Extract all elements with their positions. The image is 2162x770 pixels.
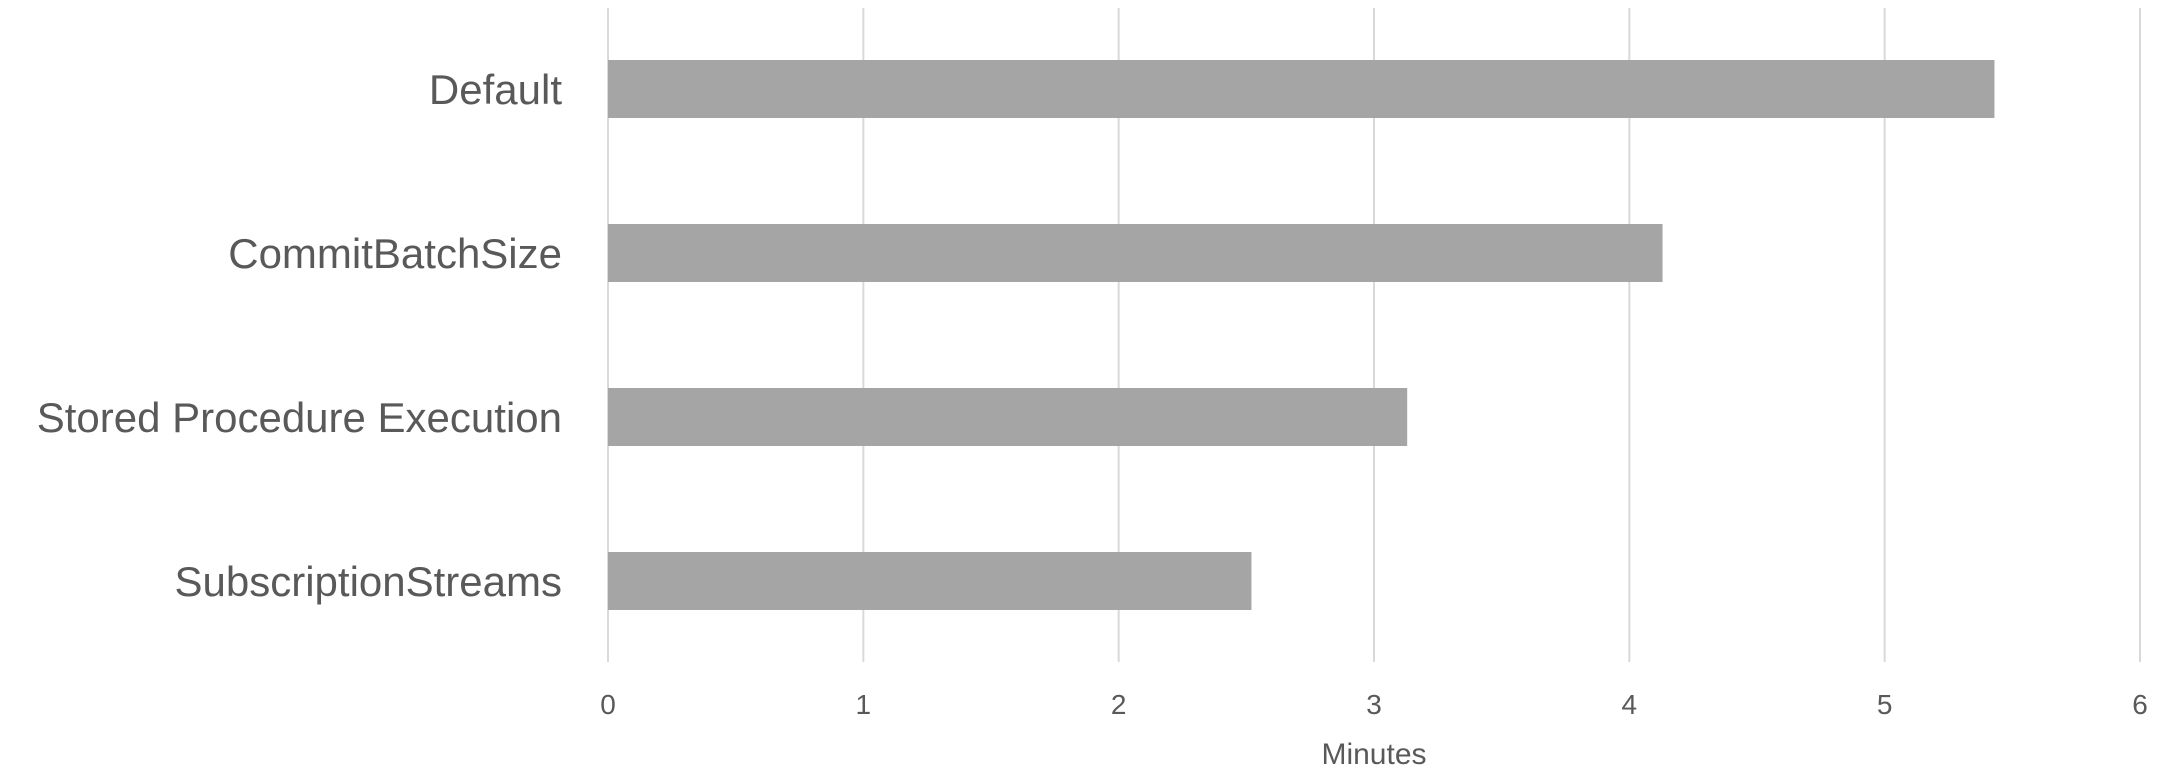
x-axis-tick-labels: 0 1 2 3 4 5 6 [600,689,2148,720]
category-label: Default [429,66,562,113]
x-tick-label: 0 [600,689,616,720]
category-label: Stored Procedure Execution [37,394,562,441]
bars [608,60,1995,610]
x-axis-title: Minutes [1321,738,1426,770]
bar-commitbatchsize [608,224,1663,282]
bar-subscriptionstreams [608,552,1252,610]
category-labels: Default CommitBatchSize Stored Procedure E… [37,66,563,605]
x-tick-label: 3 [1366,689,1382,720]
bar-default [608,60,1995,118]
x-tick-label: 4 [1622,689,1638,720]
x-tick-label: 1 [856,689,872,720]
category-label: SubscriptionStreams [175,558,563,605]
bar-stored-procedure-execution [608,388,1408,446]
x-tick-label: 2 [1111,689,1127,720]
x-tick-label: 5 [1877,689,1893,720]
x-tick-label: 6 [2132,689,2148,720]
category-label: CommitBatchSize [228,230,562,277]
